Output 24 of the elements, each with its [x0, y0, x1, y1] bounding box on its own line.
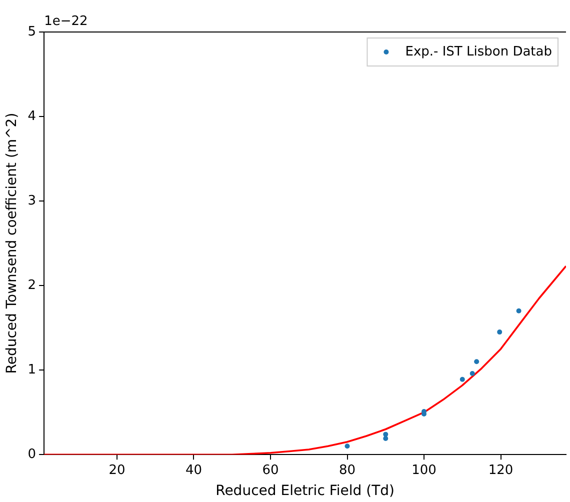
y-tick-label: 3	[28, 193, 36, 208]
x-tick-label: 20	[108, 462, 126, 478]
point	[344, 444, 350, 449]
point	[383, 436, 388, 442]
x-tick-label: 60	[262, 462, 279, 478]
legend-label: Exp.- IST Lisbon Datab	[405, 44, 552, 60]
point	[470, 370, 475, 376]
point	[474, 359, 480, 364]
y-tick-label: 2	[28, 278, 36, 293]
x-axis-title: Reduced Eletric Field (Td)	[216, 483, 394, 500]
point	[460, 376, 465, 382]
x-tick-label: 80	[338, 462, 356, 478]
point	[383, 432, 388, 437]
y-tick-label: 5	[28, 24, 36, 40]
y-axis-title: Reduced Townsend coefficient (m^2)	[4, 112, 20, 374]
x-tick-label: 40	[185, 462, 202, 478]
x-tick-label: 120	[488, 462, 514, 478]
y-tick-label: 0	[28, 446, 36, 462]
text: 1e−22	[44, 14, 88, 29]
point	[497, 330, 502, 335]
y-tick-label: 1	[28, 362, 36, 378]
x-tick-label: 100	[412, 462, 436, 478]
point	[516, 308, 522, 314]
y-tick-label: 4	[28, 108, 36, 124]
